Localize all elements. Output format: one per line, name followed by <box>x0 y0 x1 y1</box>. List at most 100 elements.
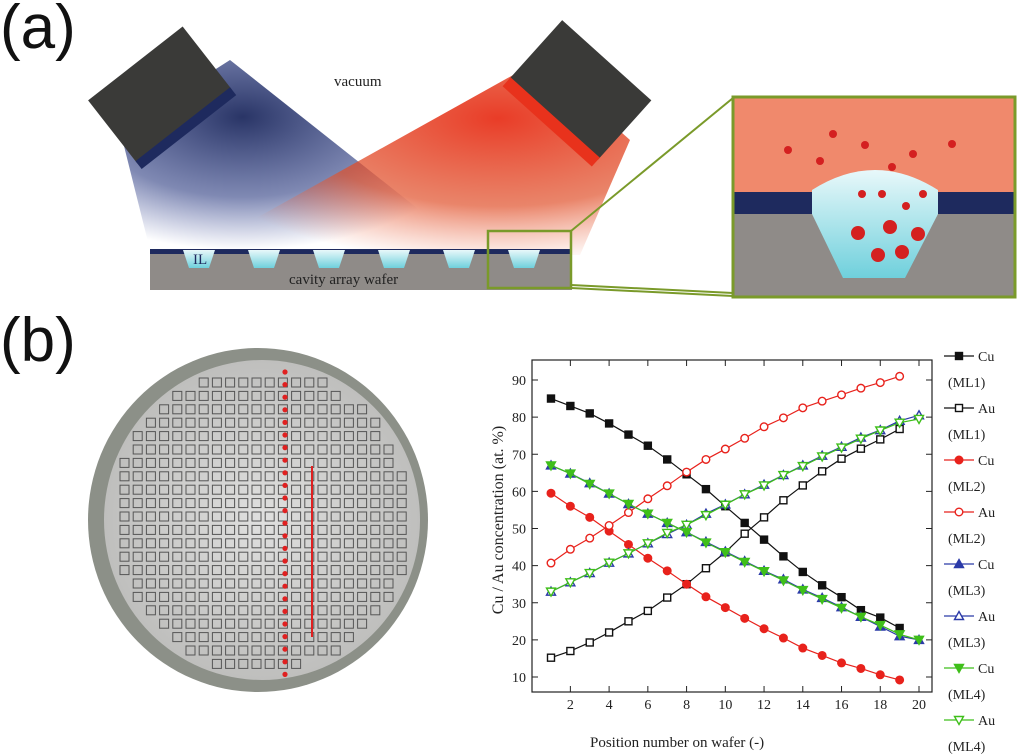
cavity-square <box>238 484 249 495</box>
cavity-square <box>370 578 381 589</box>
data-point <box>701 484 711 494</box>
cavity-square <box>251 658 262 669</box>
cavity-square <box>304 538 315 549</box>
data-point <box>816 452 828 463</box>
data-point <box>875 670 885 680</box>
cavity-square <box>251 498 262 509</box>
data-point <box>798 481 807 490</box>
data-point <box>759 624 769 634</box>
cavity-square <box>291 565 302 576</box>
y-tick-label: 30 <box>512 597 526 612</box>
cavity-square <box>198 471 209 482</box>
cavity-square <box>317 431 328 442</box>
data-point <box>643 553 653 563</box>
cavity-square <box>317 551 328 562</box>
cavity-square <box>277 578 288 589</box>
cavity-square <box>343 511 354 522</box>
measurement-dot <box>282 671 288 678</box>
cavity-square <box>198 404 209 415</box>
cavity-square <box>159 498 170 509</box>
cavity-square <box>383 538 394 549</box>
cavity-square <box>330 632 341 643</box>
cavity-square <box>277 390 288 401</box>
measurement-dot <box>282 634 288 640</box>
cavity-square <box>343 618 354 629</box>
cavity-square <box>211 632 222 643</box>
cavity-square <box>185 471 196 482</box>
data-point <box>816 594 828 605</box>
cavity-square <box>317 484 328 495</box>
wafer-substrate <box>150 252 572 290</box>
cavity-square <box>132 484 143 495</box>
data-point <box>777 576 790 587</box>
data-point <box>895 371 905 381</box>
cavity-square <box>159 578 170 589</box>
measurement-dot <box>282 533 288 539</box>
x-tick-label: 18 <box>873 698 887 713</box>
cavity-square <box>198 565 209 576</box>
cavity-square <box>238 578 249 589</box>
series-line <box>550 492 900 681</box>
cavity-square <box>330 591 341 602</box>
cavity-square <box>343 484 354 495</box>
cavity-square <box>251 632 262 643</box>
cavity-square <box>159 565 170 576</box>
cavity-square <box>251 565 262 576</box>
cavity-square <box>238 605 249 616</box>
cavity-square <box>211 645 222 656</box>
cavity-square <box>277 591 288 602</box>
cavity-square <box>211 605 222 616</box>
data-point <box>855 612 867 623</box>
data-point <box>874 426 886 437</box>
cavity-square <box>396 511 407 522</box>
data-point <box>779 552 788 561</box>
cavity-square <box>291 591 302 602</box>
cavity-square <box>264 377 275 388</box>
cavity-square <box>211 377 222 388</box>
data-point <box>642 509 654 520</box>
cavity-square <box>225 591 236 602</box>
cavity-square <box>198 551 209 562</box>
cavity-square <box>172 618 183 629</box>
cavity-square <box>145 457 156 468</box>
cavity-square <box>145 484 156 495</box>
cavity-square <box>343 417 354 428</box>
cavity-square <box>238 645 249 656</box>
cavity-square <box>132 431 143 442</box>
cavity-square <box>343 498 354 509</box>
data-point <box>546 653 556 662</box>
measurement-dot <box>282 520 288 526</box>
cavity-square <box>198 377 209 388</box>
data-point <box>604 628 614 637</box>
cavity-square <box>185 524 196 535</box>
legend-label: Au <box>978 506 995 521</box>
cavity-square <box>185 645 196 656</box>
cavity-square <box>211 457 222 468</box>
cavity-square <box>264 444 275 455</box>
legend-sublabel: (ML4) <box>948 688 986 703</box>
data-point <box>893 630 906 641</box>
panel-a-label: (a) <box>0 0 76 62</box>
axis-ticks: 2 4 6 8 10 12 14 16 18 20 10 20 30 40 50 60 70 80 90 <box>512 360 932 713</box>
cavity-square <box>330 390 341 401</box>
cavity-square <box>357 524 368 535</box>
cavity-square <box>264 431 275 442</box>
measurement-dot <box>282 596 288 602</box>
cavity-square <box>370 471 381 482</box>
cavity-square <box>225 645 236 656</box>
legend-marker <box>953 715 965 726</box>
x-tick-label: 6 <box>644 698 651 713</box>
cavity-square <box>225 658 236 669</box>
data-point <box>759 422 769 432</box>
cavity-square <box>304 404 315 415</box>
measurement-dot <box>282 419 288 425</box>
cavity-square <box>159 444 170 455</box>
measurement-points <box>282 369 288 678</box>
cavity-square <box>211 484 222 495</box>
measurement-dot <box>282 394 288 400</box>
data-point <box>662 481 672 491</box>
cavity-square <box>211 431 222 442</box>
cavity-square <box>317 524 328 535</box>
cavity-square <box>370 511 381 522</box>
cavity-square <box>330 457 341 468</box>
